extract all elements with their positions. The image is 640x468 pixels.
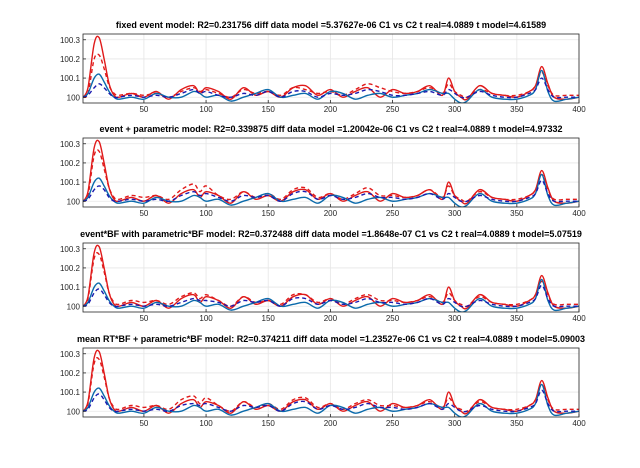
x-tick-label: 50 [139,105,148,114]
y-tick-label: 100.1 [60,74,81,83]
axes-frame [82,242,580,313]
x-tick-label: 150 [262,209,276,218]
x-tick-label: 200 [324,314,338,323]
y-tick-label: 100.3 [60,36,81,45]
series-group [83,139,579,207]
x-tick-label: 350 [510,314,524,323]
axes-frame [82,137,580,208]
x-tick-label: 150 [262,314,276,323]
y-tick-label: 100 [67,197,81,206]
axes-frame [82,347,580,418]
axes-background [83,348,579,417]
series-line-3 [83,173,579,207]
y-tick-label: 100 [67,93,81,102]
x-tick-label: 150 [262,105,276,114]
x-tick-label: 200 [324,105,338,114]
subplot-title: mean RT*BF + parametric*BF model: R2=0.3… [77,334,585,344]
y-tick-label: 100.3 [60,350,81,359]
x-tick-label: 100 [199,209,213,218]
x-tick-label: 250 [386,419,400,428]
series-line-2 [83,149,579,203]
y-tick-label: 100.3 [60,245,81,254]
x-tick-label: 150 [262,419,276,428]
x-tick-label: 300 [448,419,462,428]
y-tick-label: 100.3 [60,140,81,149]
subplot-1: 50 100 150 200 250 300 350 400 100 100.1 100.2 100.… [60,20,586,114]
subplot-2: 50 100 150 200 250 300 350 400 100 100.1 100.2 100.… [60,124,586,218]
axes-background [83,138,579,207]
x-tick-label: 400 [572,209,586,218]
x-tick-label: 50 [139,314,148,323]
y-tick-label: 100.2 [60,264,81,273]
x-tick-label: 250 [386,105,400,114]
x-tick-label: 100 [199,105,213,114]
y-tick-label: 100 [67,302,81,311]
y-tick-label: 100 [67,407,81,416]
series-line-4 [83,179,579,203]
x-tick-label: 200 [324,419,338,428]
x-tick-label: 350 [510,209,524,218]
x-tick-label: 300 [448,314,462,323]
series-group [83,35,579,103]
series-line-3 [83,383,579,417]
series-line-4 [83,389,579,413]
series-group [83,244,579,312]
x-tick-label: 200 [324,209,338,218]
series-line-2 [83,53,579,99]
series-line-2 [83,252,579,308]
x-tick-label: 50 [139,209,148,218]
x-tick-label: 50 [139,419,148,428]
x-tick-label: 350 [510,419,524,428]
series-line-4 [83,284,579,308]
x-tick-label: 250 [386,314,400,323]
y-tick-label: 100.2 [60,369,81,378]
series-group [83,349,579,417]
axes-background [83,243,579,312]
series-line-2 [83,357,579,413]
subplot-3: 50 100 150 200 250 300 350 400 100 100.1 100.2 100.… [60,229,586,323]
y-tick-label: 100.1 [60,178,81,187]
series-line-4 [83,77,579,99]
x-tick-label: 300 [448,105,462,114]
y-tick-label: 100.2 [60,159,81,168]
x-tick-label: 100 [199,314,213,323]
axes-frame [82,33,580,104]
axes-background [83,34,579,103]
subplot-title: fixed event model: R2=0.231756 diff data… [116,20,546,30]
subplot-title: event*BF with parametric*BF model: R2=0.… [80,229,582,239]
x-tick-label: 400 [572,105,586,114]
x-tick-label: 100 [199,419,213,428]
series-line-3 [83,278,579,312]
series-line-1 [83,139,579,205]
subplot-4: 50 100 150 200 250 300 350 400 100 100.1 100.2 100.… [60,334,586,428]
x-tick-label: 250 [386,209,400,218]
x-tick-label: 350 [510,105,524,114]
y-tick-label: 100.2 [60,55,81,64]
x-tick-label: 300 [448,209,462,218]
x-tick-label: 400 [572,314,586,323]
x-tick-label: 400 [572,419,586,428]
y-tick-label: 100.1 [60,283,81,292]
y-tick-label: 100.1 [60,388,81,397]
subplot-title: event + parametric model: R2=0.339875 di… [99,124,562,134]
